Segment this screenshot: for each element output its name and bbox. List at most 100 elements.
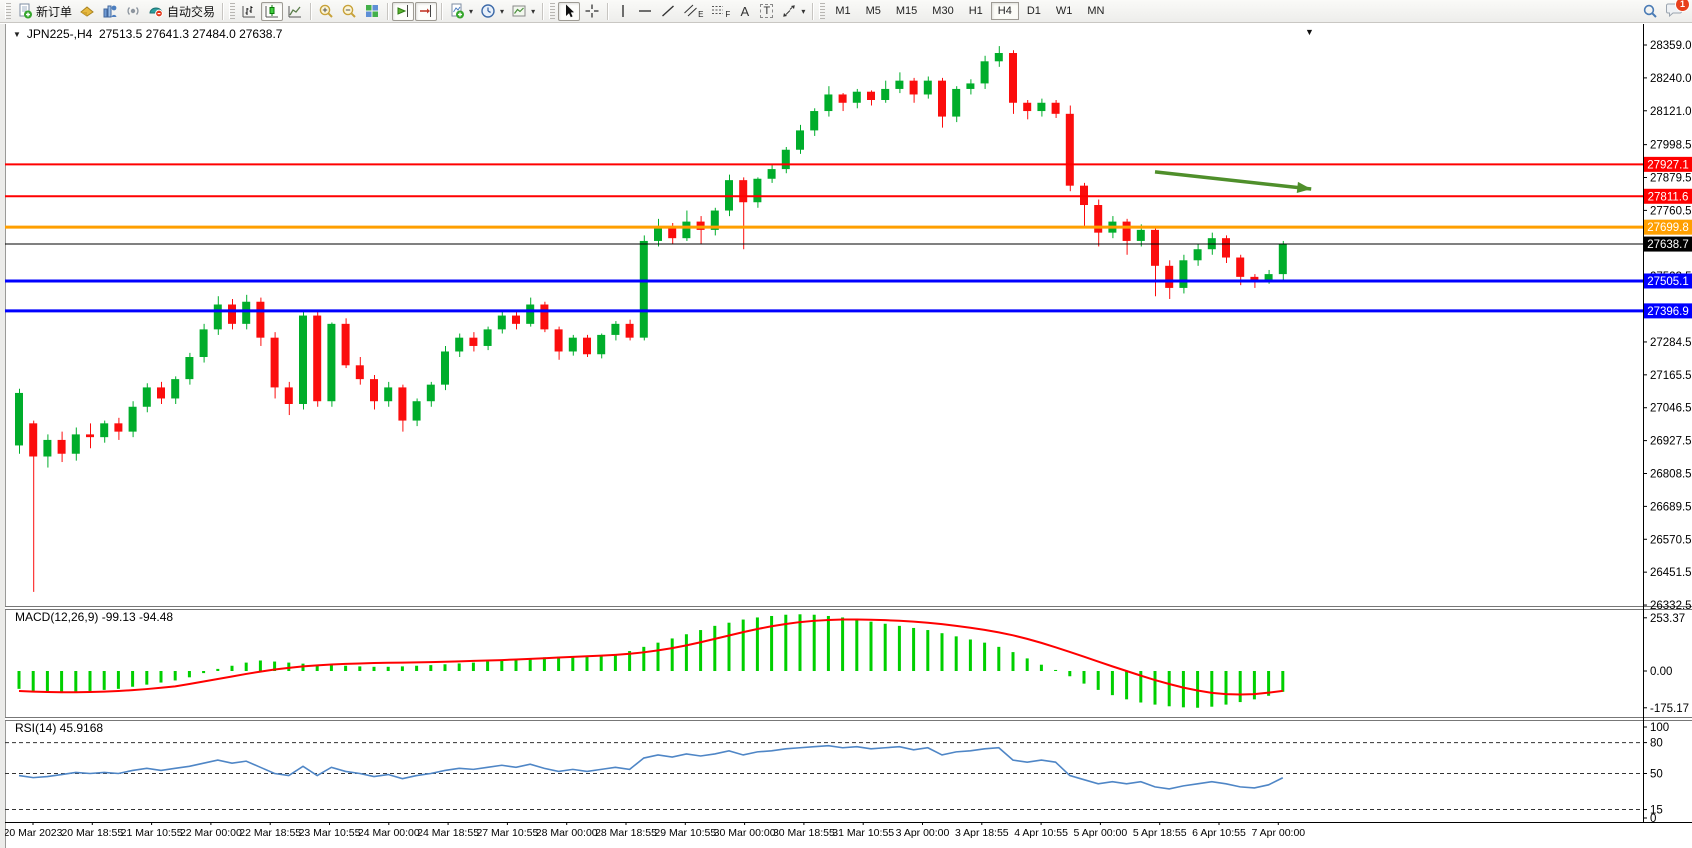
fibonacci-button[interactable]: F [707, 2, 733, 21]
timeframe-h4[interactable]: H4 [990, 2, 1019, 20]
templates-icon [512, 5, 526, 17]
toolbar-separator [310, 2, 312, 20]
trendline-button[interactable] [657, 2, 679, 21]
svg-text:20 Mar 2023: 20 Mar 2023 [5, 827, 63, 839]
timeframe-m15[interactable]: M15 [895, 5, 918, 17]
zoom-in-button[interactable] [315, 2, 337, 21]
zoom-out-button[interactable] [338, 2, 360, 21]
timeframe-m1[interactable]: M1 [835, 5, 851, 17]
profiles-icon [80, 6, 94, 17]
toolbar-grip[interactable] [549, 3, 556, 19]
level-price-boxes: 27927.1 27811.6 27699.8 27638.7 27505.1 27396… [1644, 156, 1692, 319]
tile-windows-icon [366, 5, 379, 17]
cursor-button[interactable] [558, 1, 581, 21]
svg-text:22 Mar 00:00: 22 Mar 00:00 [180, 827, 242, 839]
profiles-button[interactable] [76, 2, 98, 21]
dropdown-caret-icon: ▾ [801, 6, 806, 16]
svg-text:23 Mar 10:55: 23 Mar 10:55 [299, 827, 361, 839]
toolbar-grip[interactable] [5, 3, 11, 19]
svg-text:5 Apr 18:55: 5 Apr 18:55 [1133, 827, 1187, 839]
auto-scroll-icon [397, 5, 409, 17]
price-axis[interactable] [1644, 24, 1692, 822]
macd-axis-labels: 253.37 0.00 -175.17 [1643, 613, 1689, 715]
dropdown-caret-icon: ▾ [469, 6, 474, 16]
market-depth-button[interactable] [99, 2, 121, 21]
chart-title: ▼ JPN225-,H4 27513.5 27641.3 27484.0 276… [13, 27, 282, 41]
trend-arrow-line [1154, 170, 1312, 191]
level-lines-layer [5, 163, 1643, 313]
channel-e-letter: E [698, 9, 704, 19]
svg-text:27811.6: 27811.6 [1648, 191, 1689, 203]
chart-collapse-arrow-icon[interactable]: ▼ [13, 29, 21, 39]
label-t-letter: T [760, 4, 774, 18]
signals-button[interactable] [122, 2, 144, 21]
svg-text:29 Mar 10:55: 29 Mar 10:55 [654, 827, 716, 839]
bar-chart-button[interactable] [238, 2, 260, 21]
toolbar-separator [441, 2, 443, 20]
fibonacci-icon [712, 6, 724, 14]
rsi-levels [5, 742, 1643, 811]
symbol-ohlc-line: JPN225-,H4 27513.5 27641.3 27484.0 27638… [26, 27, 283, 41]
svg-text:-175.17: -175.17 [1650, 703, 1689, 715]
text-a-letter: A [740, 3, 750, 19]
svg-text:27396.9: 27396.9 [1647, 306, 1689, 318]
timeframe-h1[interactable]: H1 [968, 5, 983, 17]
svg-text:3 Apr 18:55: 3 Apr 18:55 [955, 827, 1009, 839]
timeframe-w1[interactable]: W1 [1055, 5, 1073, 17]
svg-text:22 Mar 18:55: 22 Mar 18:55 [239, 827, 301, 839]
chart-menu-arrow-icon[interactable]: ▼ [1305, 27, 1314, 37]
candlestick-chart-button[interactable] [261, 1, 284, 21]
timeframe-m5[interactable]: M5 [865, 5, 881, 17]
svg-text:24 Mar 00:00: 24 Mar 00:00 [358, 827, 420, 839]
toolbar-grip[interactable] [229, 3, 236, 19]
arrows-button[interactable]: ▾ [778, 2, 808, 21]
indicators-button[interactable]: ▾ [446, 2, 476, 21]
crosshair-button[interactable] [581, 2, 603, 21]
svg-text:27879.5: 27879.5 [1650, 173, 1692, 185]
svg-text:0.00: 0.00 [1650, 666, 1672, 678]
vertical-line-button[interactable] [612, 2, 633, 21]
notification-badge: 1 [1675, 0, 1690, 12]
templates-button[interactable]: ▾ [508, 2, 538, 21]
tile-windows-button[interactable] [361, 2, 383, 21]
line-chart-button[interactable] [284, 2, 306, 21]
chart-canvas[interactable]: 28359.0 28240.0 28121.0 27998.5 27879.5 27760… [5, 24, 1692, 848]
svg-text:31 Mar 10:55: 31 Mar 10:55 [832, 827, 894, 839]
svg-text:27927.1: 27927.1 [1647, 159, 1689, 171]
svg-text:20 Mar 18:55: 20 Mar 18:55 [61, 827, 123, 839]
search-icon[interactable] [1642, 3, 1658, 19]
svg-text:27699.8: 27699.8 [1647, 222, 1689, 234]
auto-scroll-button[interactable] [392, 1, 415, 21]
svg-text:27998.5: 27998.5 [1650, 140, 1692, 152]
new-order-button[interactable]: 新订单 [14, 2, 75, 21]
svg-text:27046.5: 27046.5 [1650, 403, 1692, 415]
indicators-icon [451, 3, 465, 19]
timeframe-mn[interactable]: MN [1087, 5, 1105, 17]
timeframe-m30[interactable]: M30 [932, 5, 954, 17]
svg-text:26570.5: 26570.5 [1650, 534, 1692, 546]
market-depth-icon [103, 5, 117, 18]
crosshair-icon [585, 4, 599, 18]
autotrading-button[interactable]: 自动交易 [145, 2, 218, 21]
signals-icon [127, 7, 139, 15]
svg-text:28121.0: 28121.0 [1650, 106, 1692, 118]
notifications-button[interactable]: 1 [1666, 0, 1690, 22]
svg-text:26451.5: 26451.5 [1650, 567, 1692, 579]
cursor-arrow-icon [566, 4, 575, 18]
periods-button[interactable]: ▾ [477, 2, 507, 21]
zoom-out-icon [342, 4, 356, 18]
text-label-button[interactable]: T [756, 2, 777, 21]
equidistant-channel-button[interactable]: E [680, 2, 706, 21]
chart-shift-button[interactable] [415, 1, 438, 21]
horizontal-line-button[interactable] [634, 2, 656, 21]
time-axis[interactable] [5, 822, 1692, 848]
vertical-line-icon [621, 5, 624, 17]
autotrading-icon [149, 7, 163, 18]
new-order-label: 新订单 [36, 4, 73, 19]
toolbar-grip[interactable] [819, 3, 826, 19]
svg-text:3 Apr 00:00: 3 Apr 00:00 [896, 827, 950, 839]
zoom-in-icon [319, 4, 333, 18]
text-button[interactable]: A [734, 2, 755, 21]
timeframe-d1[interactable]: D1 [1026, 5, 1041, 17]
chart-window: 28359.0 28240.0 28121.0 27998.5 27879.5 27760… [0, 24, 1692, 848]
